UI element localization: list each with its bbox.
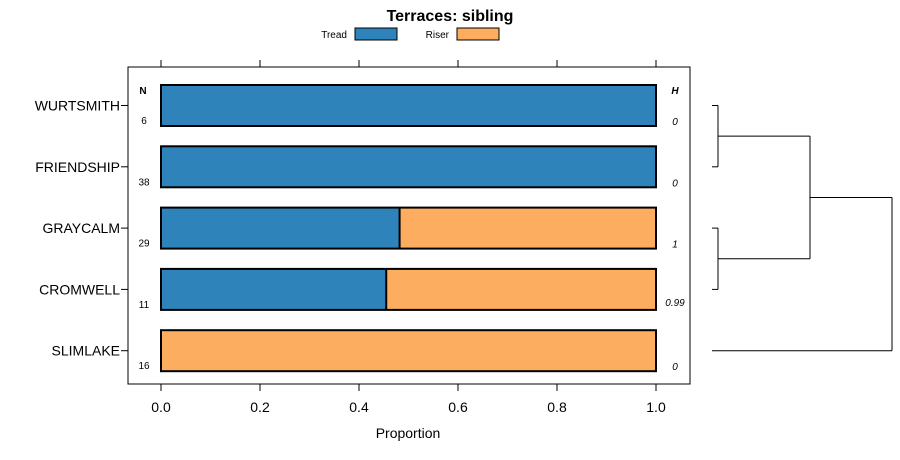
bars: WURTSMITH FRIENDSHIP GRAYCALM CROMWELL SLIML… — [35, 84, 657, 373]
x-tick-label: 0.2 — [250, 399, 270, 415]
bar-segment-riser — [386, 268, 656, 310]
y-category-label: CROMWELL — [39, 281, 120, 297]
bar-segment-riser — [399, 207, 656, 249]
bar-segment-riser — [161, 330, 656, 372]
h-value: 0 — [672, 362, 678, 373]
row-annotations: N H 6 38 29 11 16 0 0 1 0.99 0 — [138, 86, 685, 373]
bar-segment-tread — [161, 85, 656, 126]
bar-outline — [160, 206, 657, 250]
dendrogram — [712, 105, 893, 352]
h-value: 0.99 — [665, 298, 685, 309]
bar-segment-tread — [161, 207, 400, 249]
x-tick-label: 0.8 — [547, 399, 567, 415]
n-value: 16 — [138, 361, 150, 372]
y-category-label: GRAYCALM — [42, 220, 120, 236]
y-category-label: SLIMLAKE — [52, 343, 120, 359]
bar-outline — [160, 145, 657, 189]
x-tick-label: 0.0 — [151, 399, 171, 415]
x-tick-label: 0.4 — [349, 399, 369, 415]
n-value: 11 — [139, 300, 150, 311]
bar-outline — [160, 84, 657, 127]
bar-outline — [160, 267, 657, 311]
h-value: 0 — [672, 117, 678, 128]
n-value: 38 — [138, 177, 150, 188]
x-tick-label: 0.6 — [448, 399, 468, 415]
x-axis-label: Proportion — [376, 425, 441, 441]
legend-label-riser: Riser — [426, 30, 450, 41]
bar-outline — [160, 329, 657, 373]
legend-swatch-riser — [456, 27, 500, 41]
h-header: H — [671, 86, 679, 97]
plot-frame — [127, 66, 691, 385]
bar-segment-tread — [161, 268, 387, 310]
h-value: 0 — [672, 178, 678, 189]
x-tick-label: 1.0 — [646, 399, 666, 415]
h-value: 1 — [672, 240, 678, 251]
legend-swatch-tread — [354, 27, 398, 41]
axis-ticks: 0.0 0.2 0.4 0.6 0.8 1.0 — [151, 60, 666, 415]
chart-title: Terraces: sibling — [387, 8, 514, 25]
legend: Tread Riser — [321, 27, 500, 41]
n-value: 6 — [141, 116, 147, 127]
bar-segment-tread — [161, 146, 656, 188]
n-header: N — [139, 86, 146, 97]
n-value: 29 — [138, 239, 150, 250]
y-category-label: WURTSMITH — [35, 98, 120, 114]
legend-label-tread: Tread — [321, 30, 347, 41]
y-category-label: FRIENDSHIP — [35, 159, 120, 175]
